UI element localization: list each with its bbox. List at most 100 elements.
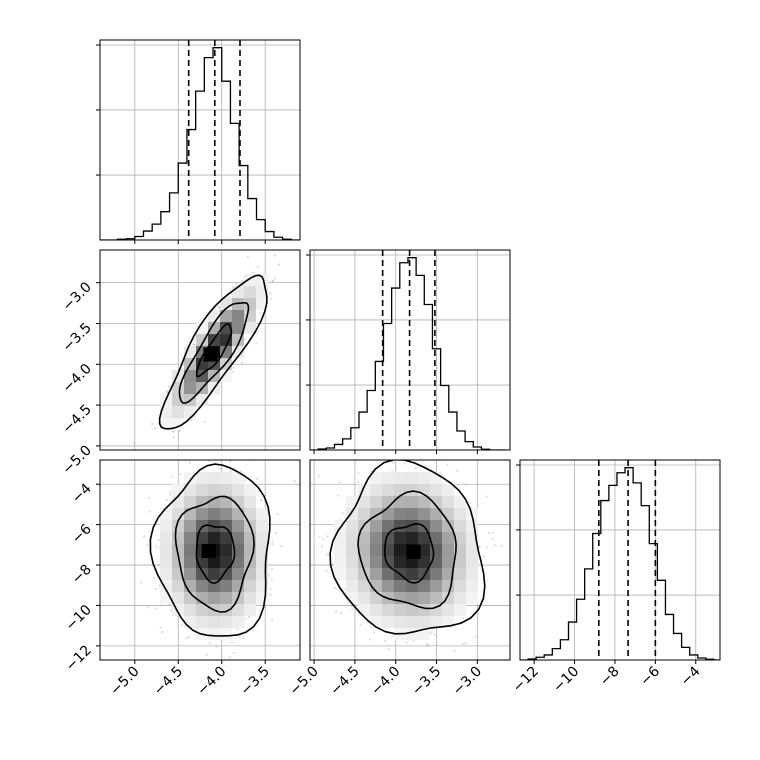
scatter-point (228, 656, 231, 659)
scatter-point (218, 306, 221, 309)
scatter-point (357, 480, 360, 483)
scatter-point (154, 607, 157, 610)
density-cell (220, 580, 232, 592)
density-cell (244, 604, 256, 616)
pair-0-frame (99, 249, 301, 451)
scatter-point (491, 537, 494, 540)
scatter-point (217, 306, 220, 309)
contour-0-1 (178, 302, 250, 404)
scatter-point (453, 649, 456, 653)
density-cell (256, 532, 268, 544)
density-cell (208, 556, 220, 568)
density-cell (208, 532, 220, 544)
scatter-point (140, 581, 143, 584)
density-cell (196, 580, 208, 592)
scatter-point (462, 642, 465, 645)
histogram-1-step (310, 257, 506, 450)
density-cell (184, 406, 196, 418)
density-cell (196, 496, 208, 508)
scatter-point (500, 544, 503, 548)
density-cell (220, 556, 232, 568)
scatter-point (271, 540, 274, 543)
scatter-panel-0-1 (99, 249, 301, 463)
scatter-point (325, 569, 328, 573)
density-cell (220, 370, 232, 382)
density-cell (220, 496, 232, 508)
density-cell (244, 484, 256, 496)
scatter-point (169, 493, 172, 496)
density-cell (160, 520, 172, 532)
density-cell (220, 616, 232, 628)
density-cell (160, 568, 172, 580)
density-cell (184, 604, 196, 616)
scatter-point (183, 452, 185, 454)
scatter-point (359, 623, 362, 627)
scatter-point (271, 567, 274, 571)
scatter-point (217, 467, 220, 470)
density-cell (196, 508, 208, 520)
density-cell (184, 544, 196, 556)
scatter-point (154, 587, 157, 590)
density-cell (220, 334, 232, 346)
density-cell (256, 274, 268, 286)
scatter-point (232, 651, 236, 655)
density-cell (184, 496, 196, 508)
scatter-point (271, 279, 274, 282)
density-cell (184, 472, 196, 484)
scatter-point (494, 544, 497, 547)
scatter-point (246, 255, 249, 258)
scatter-point (151, 422, 154, 426)
scatter-point (372, 631, 376, 634)
scatter-point (155, 545, 158, 548)
scatter-point (273, 277, 276, 280)
density-cell (172, 394, 184, 406)
density-cell (196, 472, 208, 484)
density-cell (208, 508, 220, 520)
density-cell (172, 532, 184, 544)
density-cell (220, 484, 232, 496)
scatter-point (208, 641, 211, 645)
histogram-panel-2 (516, 459, 721, 661)
scatter-point (166, 499, 169, 502)
scatter-point (158, 563, 161, 566)
scatter-point (474, 635, 477, 638)
density-cell (244, 508, 256, 520)
scatter-point (158, 539, 161, 542)
hist-1-frame (309, 249, 511, 451)
scatter-point (271, 618, 274, 621)
density-cell (220, 544, 232, 556)
density-cell (208, 616, 220, 628)
density-cell (232, 472, 244, 484)
scatter-point (147, 496, 150, 500)
density-cell (184, 532, 196, 544)
density-cell (232, 604, 244, 616)
contour-1-1 (174, 495, 255, 613)
scatter-panel-1-2 (309, 459, 511, 661)
density-cell (172, 592, 184, 604)
density-cell (244, 322, 256, 334)
scatter-point (143, 535, 146, 538)
scatter-point (149, 461, 151, 463)
hist-2-frame (519, 459, 721, 661)
density-cell (256, 520, 268, 532)
density-cell (244, 298, 256, 310)
density-cell (232, 520, 244, 532)
scatter-point (368, 638, 371, 641)
density-cell (196, 484, 208, 496)
scatter-point (392, 461, 395, 464)
scatter-point (260, 498, 263, 502)
scatter-point (235, 282, 238, 286)
density-cell (172, 406, 184, 418)
scatter-point (269, 587, 272, 590)
density-cell (256, 544, 268, 556)
scatter-point (242, 636, 245, 640)
density-peak (203, 347, 218, 362)
scatter-point (187, 636, 190, 639)
scatter-point (337, 494, 340, 497)
histogram-panel-1 (306, 249, 511, 451)
scatter-point (267, 574, 270, 577)
density-cell (184, 520, 196, 532)
density-cell (220, 472, 232, 484)
density-cell (208, 322, 220, 334)
